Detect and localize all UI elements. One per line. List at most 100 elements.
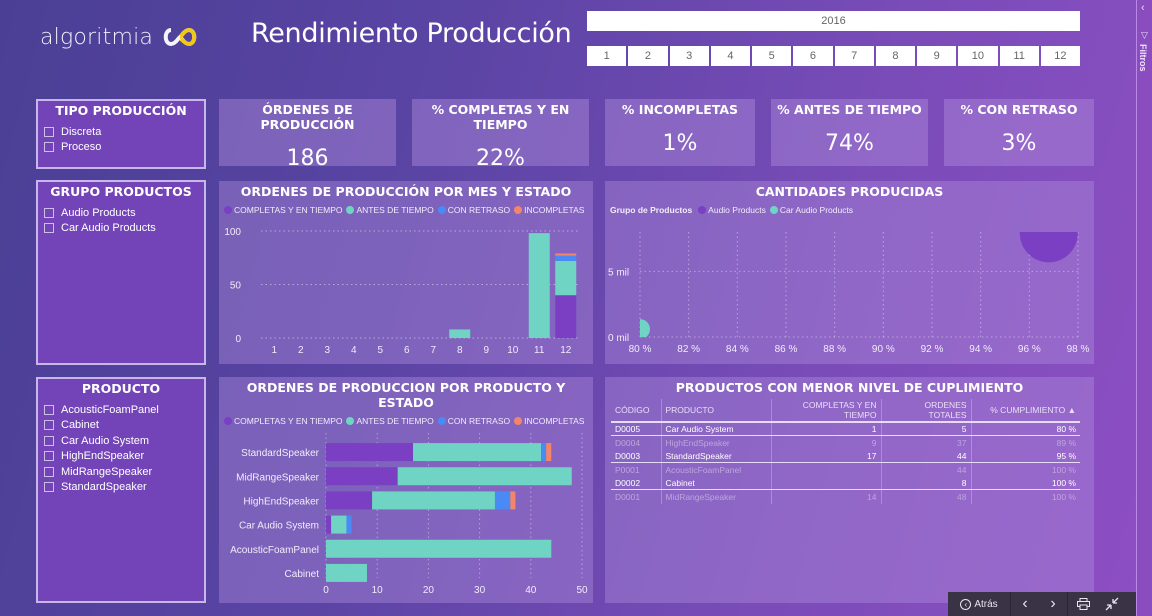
chart-title: ORDENES DE PRODUCCIÓN POR MES Y ESTADO	[240, 184, 572, 199]
slicer-option[interactable]: StandardSpeaker	[44, 480, 198, 496]
exit-fullscreen-button[interactable]	[1098, 592, 1126, 616]
legend-item[interactable]: COMPLETAS Y EN TIEMPO	[224, 205, 342, 215]
bar-segment[interactable]	[555, 260, 577, 296]
filter-pane-label[interactable]: Filtros	[1138, 44, 1148, 72]
column-header[interactable]: ORDENES TOTALES	[880, 399, 971, 423]
bar-segment[interactable]	[326, 563, 367, 582]
bar-segment[interactable]	[449, 329, 471, 338]
kpi-value: 3%	[1001, 131, 1037, 156]
month-button-8[interactable]: 8	[875, 46, 915, 66]
bar-segment[interactable]	[555, 255, 577, 261]
slicer-option[interactable]: Car Audio Products	[44, 221, 198, 237]
month-button-10[interactable]: 10	[958, 46, 998, 66]
slicer-option[interactable]: Audio Products	[44, 205, 198, 221]
legend-item-car-audio[interactable]: Car Audio Products	[769, 205, 853, 215]
bar-segment[interactable]	[326, 491, 373, 510]
column-header[interactable]: CÓDIGO	[611, 399, 661, 423]
bar-segment[interactable]	[326, 515, 332, 534]
legend-item[interactable]: INCOMPLETAS	[514, 205, 584, 215]
back-button[interactable]: ‹ Atrás	[948, 592, 1010, 616]
slicer-option[interactable]: MidRangeSpeaker	[44, 464, 198, 480]
legend-item[interactable]: ANTES DE TIEMPO	[346, 416, 434, 426]
month-button-3[interactable]: 3	[669, 46, 709, 66]
checkbox[interactable]	[44, 142, 54, 153]
checkbox[interactable]	[44, 207, 54, 218]
scatter-bubble[interactable]	[630, 319, 650, 339]
checkbox[interactable]	[44, 451, 54, 462]
year-slicer[interactable]: 2016	[587, 11, 1080, 31]
bar-segment[interactable]	[397, 467, 572, 486]
slicer-option[interactable]: AcousticFoamPanel	[44, 402, 198, 418]
legend-dot	[437, 417, 446, 425]
month-slicer: 1 2 3 4 5 6 7 8 9 10 11 12	[587, 46, 1080, 66]
slicer-option[interactable]: Car Audio System	[44, 433, 198, 449]
legend-item[interactable]: INCOMPLETAS	[514, 416, 584, 426]
kpi-value: 186	[286, 146, 329, 171]
x-tick-label: 98 %	[1067, 344, 1090, 355]
bar-segment[interactable]	[326, 539, 552, 558]
cell-totales: 37	[880, 435, 971, 450]
bar-segment[interactable]	[494, 491, 511, 510]
month-button-12[interactable]: 12	[1040, 46, 1080, 66]
legend-item[interactable]: ANTES DE TIEMPO	[346, 205, 434, 215]
next-page-button[interactable]: ›	[1039, 592, 1067, 616]
bar-segment[interactable]	[546, 443, 552, 462]
column-header[interactable]: PRODUCTO	[660, 399, 771, 423]
cell-totales: 44	[880, 449, 971, 464]
slicer-option[interactable]: Discreta	[44, 124, 198, 140]
column-header[interactable]: COMPLETAS Y EN TIEMPO	[770, 399, 881, 423]
bar-segment[interactable]	[555, 253, 577, 256]
table-row[interactable]: P0001 AcousticFoamPanel 44 100 %	[611, 462, 1080, 477]
bar-segment[interactable]	[331, 515, 347, 534]
x-tick-label: 10	[372, 585, 384, 596]
table-row[interactable]: D0002 Cabinet 8 100 %	[611, 476, 1080, 491]
checkbox[interactable]	[44, 126, 54, 137]
checkbox[interactable]	[44, 482, 54, 493]
month-button-9[interactable]: 9	[917, 46, 957, 66]
cell-codigo: D0001	[615, 492, 641, 503]
legend-item[interactable]: CON RETRASO	[437, 205, 510, 215]
x-tick-label: 50	[576, 585, 588, 596]
checkbox[interactable]	[44, 466, 54, 477]
bar-segment[interactable]	[372, 491, 495, 510]
bar-segment[interactable]	[510, 491, 516, 510]
bar-segment[interactable]	[528, 233, 550, 338]
bar-segment[interactable]	[326, 467, 398, 486]
month-button-2[interactable]: 2	[628, 46, 668, 66]
table-row[interactable]: D0003 StandardSpeaker 17 44 95 %	[611, 449, 1080, 464]
table-row[interactable]: D0004 HighEndSpeaker 9 37 89 %	[611, 435, 1080, 450]
slicer-option[interactable]: Proceso	[44, 140, 198, 156]
column-header-sorted[interactable]: % CUMPLIMIENTO ▲	[970, 399, 1080, 423]
checkbox[interactable]	[44, 420, 54, 431]
bar-segment[interactable]	[413, 443, 542, 462]
month-button-11[interactable]: 11	[999, 46, 1039, 66]
bar-segment[interactable]	[346, 515, 352, 534]
filter-pane[interactable]	[1136, 0, 1152, 616]
previous-page-button[interactable]: ‹	[1011, 592, 1039, 616]
bar-segment[interactable]	[326, 443, 414, 462]
legend-item[interactable]: COMPLETAS Y EN TIEMPO	[224, 416, 342, 426]
month-button-5[interactable]: 5	[752, 46, 792, 66]
slicer-option[interactable]: HighEndSpeaker	[44, 449, 198, 465]
month-button-4[interactable]: 4	[710, 46, 750, 66]
chevron-left-icon[interactable]: ‹	[1141, 2, 1145, 14]
sort-ascending-icon[interactable]: ▲	[1067, 405, 1076, 415]
bar-segment[interactable]	[555, 295, 577, 338]
legend-item[interactable]: CON RETRASO	[437, 416, 510, 426]
month-button-1[interactable]: 1	[587, 46, 627, 66]
legend-item-audio[interactable]: Audio Products	[698, 205, 766, 215]
table-row[interactable]: D0001 MidRangeSpeaker 14 48 100 %	[611, 489, 1080, 504]
print-button[interactable]	[1068, 592, 1098, 616]
table-row[interactable]: D0005 Car Audio System 1 5 80 %	[611, 422, 1080, 437]
slicer-option-label: Discreta	[61, 125, 102, 138]
scatter-bubble[interactable]	[1019, 214, 1078, 263]
legend-dot	[224, 417, 232, 425]
month-button-7[interactable]: 7	[834, 46, 874, 66]
slicer-option[interactable]: Cabinet	[44, 418, 198, 434]
month-button-6[interactable]: 6	[793, 46, 833, 66]
x-tick-label: 90 %	[872, 344, 895, 355]
checkbox[interactable]	[44, 435, 54, 446]
checkbox[interactable]	[44, 223, 54, 234]
checkbox[interactable]	[44, 404, 54, 415]
bar-segment[interactable]	[541, 443, 547, 462]
